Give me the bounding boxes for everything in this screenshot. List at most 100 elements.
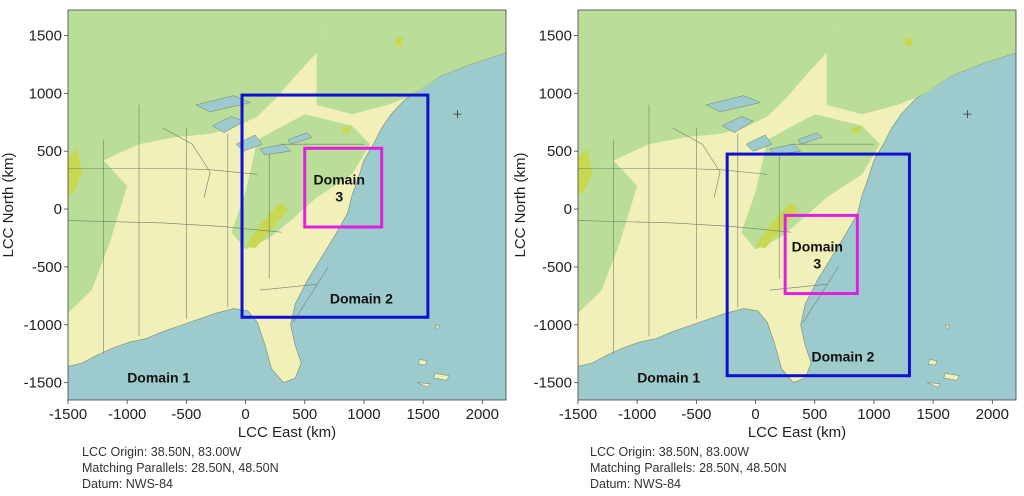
y-tick-label: 1500 [29,27,62,44]
state-boundary [769,284,827,291]
plot-frame [67,9,507,401]
y-tick-label: 500 [37,143,62,160]
state-boundary [578,168,768,175]
terrain-shading [578,10,839,175]
x-tick-label: 1000 [857,406,890,423]
datum-text: Datum: NWS-84 [590,477,681,491]
domain-2-box [725,152,911,378]
great-lake [721,116,754,133]
axes: -1500 -1000 -500 0 500 1000 1500 2000 1500 1000 50… [24,9,507,423]
island [417,382,431,388]
island [434,324,441,330]
x-tick-label: 1000 [347,406,380,423]
y-tick-label: -1000 [24,317,62,334]
mountain-terrain [68,148,83,196]
matching-parallels-text: Matching Parallels: 28.50N, 48.50N [82,461,279,475]
map-svg-left: -1500 -1000 -500 0 500 1000 1500 2000 1500 1000 50… [0,9,507,440]
state-boundary [162,127,211,198]
terrain-shading [316,10,506,115]
plot-frame [577,9,1017,401]
x-tick-label: -1000 [108,406,146,423]
x-tick-label: 500 [292,406,317,423]
domain-3-label: Domain [314,172,365,188]
mountain-terrain [755,202,799,249]
domain-3-number: 3 [335,189,343,205]
great-lake [259,143,292,155]
state-boundary [259,284,317,291]
domain-2-box [240,93,430,319]
x-tick-label: -1500 [559,406,597,423]
map-svg-right: -1500 -1000 -500 0 500 1000 1500 2000 1500 1000 50… [512,9,1017,440]
state-boundary [292,266,329,323]
x-tick-label: -1500 [49,406,87,423]
mountain-terrain [851,125,863,133]
y-tick-label: -500 [32,259,62,276]
x-tick-label: 2000 [976,406,1009,423]
x-axis-title: LCC East (km) [238,424,336,440]
y-tick-label: 1500 [539,27,572,44]
domain-1-label: Domain 1 [127,370,190,386]
mountain-terrain [245,202,289,249]
mountain-terrain [341,125,353,133]
great-lake [287,132,313,145]
x-tick-label: 500 [802,406,827,423]
great-lake [745,134,773,152]
y-tick-label: -500 [542,259,572,276]
island [928,359,938,366]
terrain-shading [578,160,638,314]
domain-3-box [303,146,384,229]
y-tick-label: 1000 [539,85,572,102]
x-tick-label: 1500 [916,406,949,423]
y-tick-label: -1000 [534,317,572,334]
x-tick-label: -1000 [618,406,656,423]
cross-marker [453,110,462,119]
domain-boxes: Domain 1 Domain 2 Domain 3 [127,93,430,386]
x-tick-label: 2000 [466,406,499,423]
x-tick-label: 0 [241,406,249,423]
y-axis-title: LCC North (km) [0,152,17,257]
map-panel-left: -1500 -1000 -500 0 500 1000 1500 2000 1500 1000 50… [0,9,507,491]
matching-parallels-text: Matching Parallels: 28.50N, 48.50N [590,461,787,475]
x-tick-label: -500 [681,406,711,423]
axes: -1500 -1000 -500 0 500 1000 1500 2000 1500 1000 50… [534,9,1017,423]
mountain-terrain [904,37,913,47]
basemap [578,10,1016,400]
state-boundary [672,127,721,198]
y-tick-label: 0 [564,201,572,218]
y-tick-label: -1500 [534,375,572,392]
island [944,324,951,330]
domain-2-label: Domain 2 [811,349,874,365]
map-panel-right: -1500 -1000 -500 0 500 1000 1500 2000 1500 1000 50… [512,0,1024,496]
state-boundary [578,220,792,233]
terrain-shading [68,10,329,175]
great-lake [195,95,252,113]
x-tick-label: -500 [171,406,201,423]
mountain-terrain [394,37,403,47]
great-lake [797,132,823,145]
lcc-origin-text: LCC Origin: 38.50N, 83.00W [590,445,750,459]
state-boundary [68,220,282,233]
island [418,359,428,366]
datum-text: Datum: NWS-84 [82,477,173,491]
y-tick-label: 500 [547,143,572,160]
island [927,382,941,388]
island [433,373,450,381]
y-axis-title: LCC North (km) [512,152,529,257]
cross-marker [963,110,972,119]
x-tick-label: 1500 [406,406,439,423]
domain-2-label: Domain 2 [330,290,393,306]
domain-3-number: 3 [813,255,821,271]
domain-boxes: Domain 1 Domain 2 Domain 3 [637,152,911,386]
island [943,373,960,381]
y-tick-label: -1500 [24,375,62,392]
x-axis-title: LCC East (km) [748,424,846,440]
y-tick-label: 0 [54,201,62,218]
terrain-shading [826,10,1016,115]
domain-1-label: Domain 1 [637,370,700,386]
basemap [68,10,506,400]
domain-3-box [783,213,859,296]
lcc-origin-text: LCC Origin: 38.50N, 83.00W [82,445,242,459]
state-boundary [68,168,258,175]
x-tick-label: 0 [751,406,759,423]
great-lake [705,95,762,113]
